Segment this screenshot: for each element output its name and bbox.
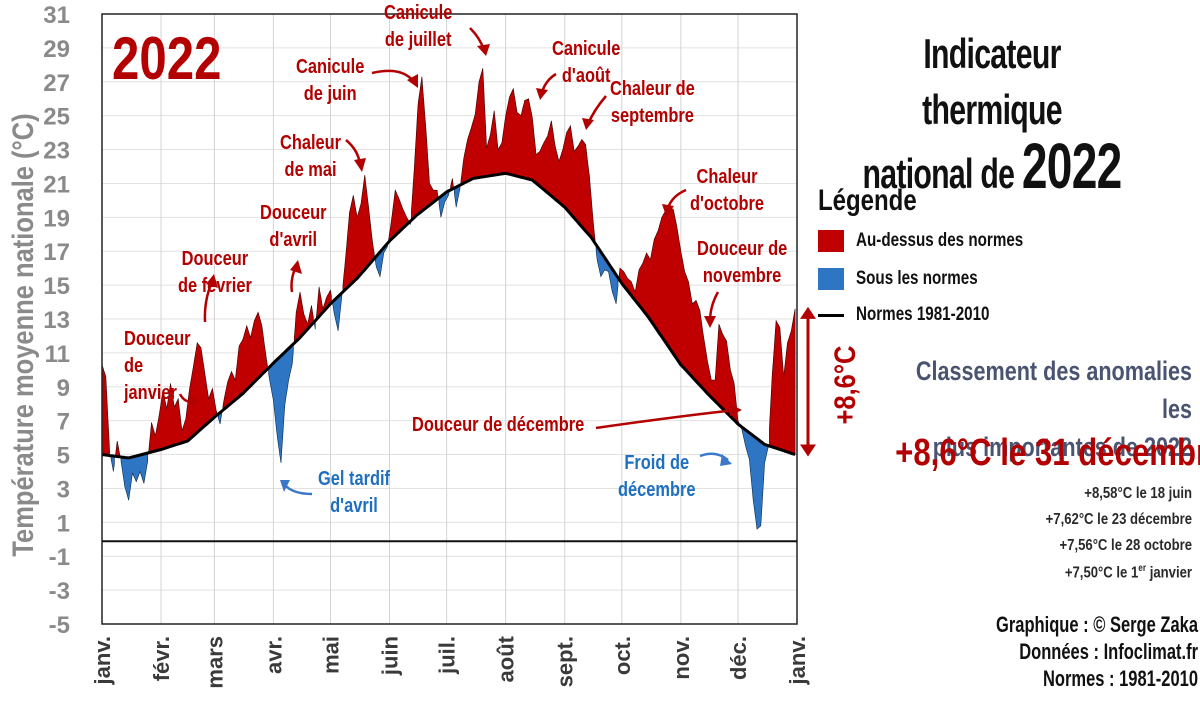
y-tick-label: 19: [43, 205, 70, 232]
title-line2: national de 2022: [862, 134, 1122, 202]
delta-arrow-up: [800, 306, 816, 319]
x-tick-label: juil.: [435, 636, 460, 675]
normals-line: [101, 171, 796, 460]
annotation-douceur-decembre: Douceur de décembre: [412, 414, 585, 436]
annotation-gel-avril: Gel tardif d'avril: [318, 468, 390, 517]
y-tick-label: 15: [43, 273, 70, 300]
ranking-item: +7,50°C le 1er janvier: [1064, 563, 1192, 582]
chart-grid: [101, 13, 798, 625]
legend-label-below: Sous les normes: [856, 268, 978, 289]
x-tick-label: sept.: [553, 636, 578, 687]
annotation-chaleur-mai: Chaleur de mai: [280, 132, 342, 181]
arrow-aout-head: [536, 88, 548, 100]
arrow-octobre-head: [662, 204, 674, 216]
legend-label-normals: Normes 1981-2010: [856, 304, 990, 325]
legend-item-below: Sous les normes: [818, 266, 1008, 292]
arrow-gel-avril: [283, 483, 313, 496]
title-line1: Indicateur thermique: [922, 30, 1062, 133]
arrow-novembre-head: [704, 316, 716, 328]
arrow-decembre: [595, 408, 737, 430]
arrow-decembre-head: [730, 404, 742, 416]
legend-item-above: Au-dessus des normes: [818, 228, 1065, 254]
delta-arrow-down: [800, 444, 816, 457]
y-tick-label: 1: [57, 510, 70, 537]
x-tick-label: août: [494, 635, 519, 682]
arrow-gel-avril-head: [280, 480, 290, 492]
year-badge: 2022: [112, 25, 222, 92]
credit-graph: Graphique : © Serge Zaka: [996, 612, 1198, 637]
legend-label-above: Au-dessus des normes: [856, 230, 1024, 251]
legend-line-black: [818, 313, 844, 317]
annotation-chaleur-octobre: Chaleur d'octobre: [690, 166, 765, 215]
y-tick-label: 9: [57, 375, 70, 402]
legend-item-normals: Normes 1981-2010: [818, 302, 1023, 328]
arrow-juillet-head: [477, 44, 490, 56]
arrow-octobre: [666, 188, 687, 209]
y-tick-label: 25: [43, 104, 70, 131]
arrow-fevrier-head: [206, 274, 218, 288]
title-line2-prefix: national de: [862, 150, 1015, 197]
credit-normals: Normes : 1981-2010: [1042, 666, 1198, 691]
legend-swatch-red: [818, 230, 844, 252]
x-tick-label: févr.: [149, 636, 174, 681]
x-tick-label: janv.: [90, 636, 115, 686]
arrow-septembre-head: [582, 118, 594, 130]
y-tick-label: 29: [43, 36, 70, 63]
y-tick-label: 21: [43, 171, 70, 198]
y-tick-label: 3: [57, 476, 70, 503]
arrow-juin-head: [407, 74, 418, 88]
delta-label: +8,6°C: [829, 345, 862, 425]
legend-title: Légende: [818, 184, 917, 217]
annotation-canicule-juin: Canicule de juin: [296, 56, 365, 105]
ranking-item: +7,62°C le 23 décembre: [1045, 511, 1192, 528]
y-tick-label: 11: [45, 341, 70, 368]
y-tick-label: -1: [49, 544, 70, 571]
plot-frame: [101, 13, 798, 625]
x-tick-label: juin: [378, 636, 403, 676]
ranking-item: +8,58°C le 18 juin: [1084, 485, 1192, 502]
ranking-heading-line2: plus importantes de 2022: [932, 432, 1192, 462]
credit-data: Données : Infoclimat.fr: [1019, 639, 1198, 664]
y-tick-label: 31: [43, 2, 70, 29]
arrow-mai-head: [354, 158, 366, 172]
chart-title: Indicateur thermique national de 2022: [862, 26, 1122, 202]
title-year: 2022: [1021, 130, 1122, 202]
arrow-froid-decembre-head: [720, 454, 732, 466]
annotation-douceur-fevrier: Douceur de février: [178, 248, 252, 297]
annotation-canicule-aout: Canicule d'août: [552, 38, 621, 87]
annotation-arrows: [178, 27, 816, 496]
y-tick-label: 27: [43, 70, 70, 97]
arrow-janvier-head: [190, 396, 200, 408]
arrow-avril-head: [290, 260, 302, 274]
legend-swatch-blue: [818, 268, 844, 290]
y-tick-label: 7: [57, 409, 70, 436]
ranking-top: +8,6°C le 31 décembre: [895, 432, 1200, 474]
x-tick-label: déc.: [726, 636, 751, 680]
x-tick-label: oct.: [610, 636, 635, 675]
x-tick-label: avr.: [261, 636, 286, 674]
ranking-heading-line1: Classement des anomalies les: [915, 356, 1192, 424]
annotation-froid-decembre: Froid de décembre: [618, 452, 696, 501]
y-tick-label: -5: [49, 612, 70, 639]
annotation-douceur-avril: Douceur d'avril: [260, 202, 327, 251]
annotation-douceur-janvier: Douceur de janvier: [124, 328, 191, 404]
y-tick-label: 17: [43, 239, 70, 266]
annotation-douceur-novembre: Douceur de novembre: [697, 238, 788, 287]
x-tick-label: mai: [318, 636, 343, 674]
y-tick-label: 5: [57, 443, 70, 470]
y-tick-label: -3: [49, 578, 70, 605]
x-tick-label: mars: [202, 636, 227, 689]
annotation-canicule-juillet: Canicule de juillet: [384, 2, 453, 51]
y-tick-label: 13: [43, 307, 70, 334]
y-tick-label: 23: [43, 138, 70, 165]
ranking-item: +7,56°C le 28 octobre: [1059, 537, 1192, 554]
y-axis-title: Température moyenne nationale (°C): [7, 113, 40, 557]
x-tick-label: janv.: [785, 636, 810, 686]
ranking-heading: Classement des anomalies les plus import…: [902, 352, 1192, 466]
x-tick-label: nov.: [669, 636, 694, 680]
normals-line-path: [101, 171, 796, 460]
annotation-chaleur-septembre: Chaleur de septembre: [610, 78, 695, 127]
